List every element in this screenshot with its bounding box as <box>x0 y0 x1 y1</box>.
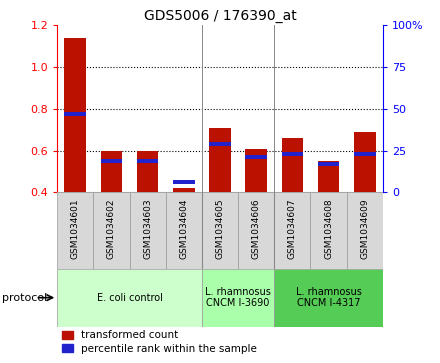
Bar <box>129 192 166 269</box>
Bar <box>173 180 194 184</box>
Bar <box>64 112 86 116</box>
Bar <box>246 148 267 192</box>
Text: L. rhamnosus
CNCM I-3690: L. rhamnosus CNCM I-3690 <box>205 287 271 309</box>
Bar <box>101 151 122 192</box>
Bar <box>202 269 274 327</box>
Text: GSM1034606: GSM1034606 <box>252 199 260 259</box>
Bar <box>101 159 122 163</box>
Bar <box>282 138 303 192</box>
Text: GSM1034607: GSM1034607 <box>288 199 297 259</box>
Bar <box>354 152 376 156</box>
Bar <box>354 132 376 192</box>
Bar <box>282 152 303 156</box>
Bar <box>166 192 202 269</box>
Text: E. coli control: E. coli control <box>97 293 162 303</box>
Bar <box>57 269 202 327</box>
Bar <box>57 192 93 269</box>
Text: GSM1034608: GSM1034608 <box>324 199 333 259</box>
Bar <box>318 161 339 192</box>
Bar <box>238 192 274 269</box>
Bar <box>318 162 339 166</box>
Title: GDS5006 / 176390_at: GDS5006 / 176390_at <box>143 9 297 23</box>
Bar <box>311 192 347 269</box>
Bar <box>137 159 158 163</box>
Bar <box>202 192 238 269</box>
Bar <box>347 192 383 269</box>
Bar <box>137 151 158 192</box>
Bar <box>64 38 86 192</box>
Bar <box>246 155 267 159</box>
Text: GSM1034604: GSM1034604 <box>180 199 188 259</box>
Legend: transformed count, percentile rank within the sample: transformed count, percentile rank withi… <box>58 326 261 358</box>
Text: GSM1034602: GSM1034602 <box>107 199 116 259</box>
Text: GSM1034601: GSM1034601 <box>71 199 80 259</box>
Text: L. rhamnosus
CNCM I-4317: L. rhamnosus CNCM I-4317 <box>296 287 362 309</box>
Bar <box>209 128 231 192</box>
Text: GSM1034605: GSM1034605 <box>216 199 224 259</box>
Text: GSM1034609: GSM1034609 <box>360 199 369 259</box>
Text: GSM1034603: GSM1034603 <box>143 199 152 259</box>
Bar <box>274 269 383 327</box>
Bar <box>93 192 129 269</box>
Text: protocol: protocol <box>2 293 48 303</box>
Bar <box>274 192 311 269</box>
Bar <box>209 142 231 146</box>
Bar <box>173 188 194 192</box>
